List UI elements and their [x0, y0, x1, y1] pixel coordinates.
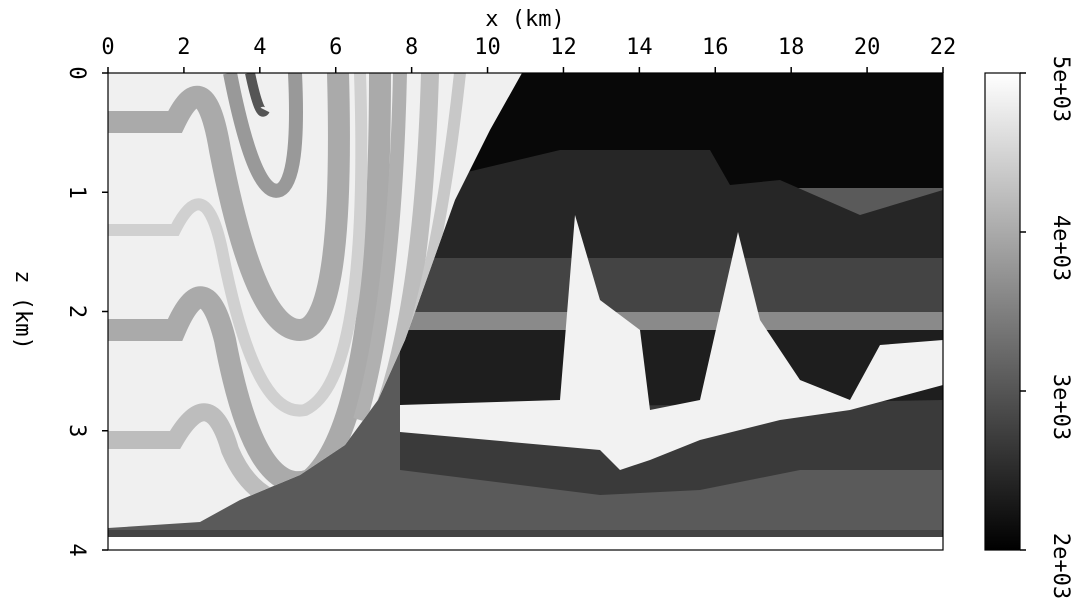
x-tick-label: 16: [702, 35, 729, 60]
x-tick-label: 14: [626, 35, 653, 60]
x-tick-label: 12: [550, 35, 577, 60]
y-tick-label: 4: [64, 543, 89, 556]
colorbar-tick-label: 4e+03: [1048, 215, 1073, 281]
y-tick-label: 0: [64, 66, 89, 79]
colorbar-tick-label: 5e+03: [1048, 56, 1073, 122]
x-tick-label: 22: [930, 35, 957, 60]
colorbar: [984, 72, 1021, 551]
y-tick-label: 3: [64, 424, 89, 437]
y-tick-label: 1: [64, 186, 89, 199]
x-tick-label: 8: [405, 35, 418, 60]
y-axis-label: z (km): [10, 270, 35, 349]
x-tick-label: 18: [778, 35, 805, 60]
x-tick-label: 0: [101, 35, 114, 60]
x-tick-label: 4: [253, 35, 266, 60]
colorbar-tick-label: 2e+03: [1048, 533, 1073, 598]
x-tick-label: 10: [474, 35, 501, 60]
y-tick-label: 2: [64, 305, 89, 318]
x-tick-label: 20: [854, 35, 881, 60]
x-tick-label: 2: [177, 35, 190, 60]
x-axis-label: x (km): [485, 7, 564, 32]
x-tick-label: 6: [329, 35, 342, 60]
colorbar-tick-label: 3e+03: [1048, 374, 1073, 440]
velocity-field: [108, 73, 943, 550]
